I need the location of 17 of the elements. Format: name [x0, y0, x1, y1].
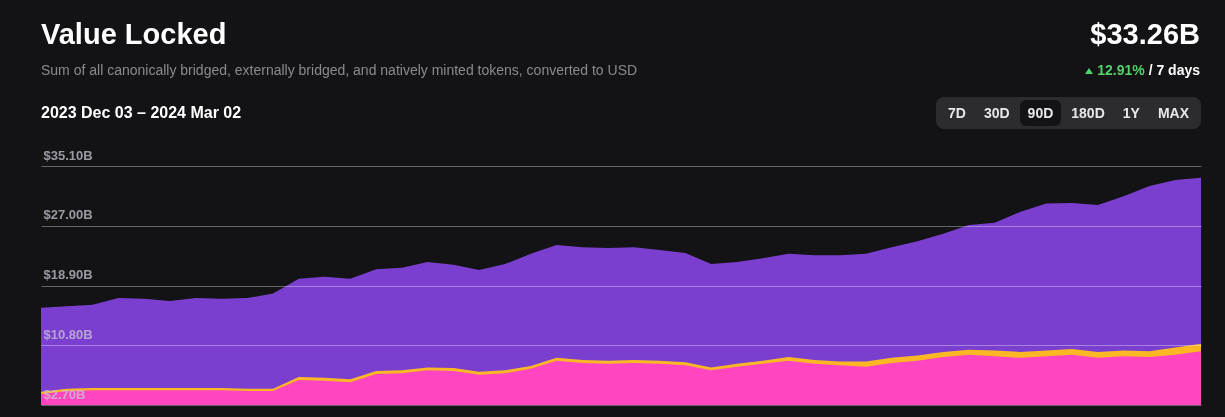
- chart-title: Value Locked: [41, 18, 227, 51]
- text: 12.91%: [1097, 62, 1145, 78]
- text: 2023 Dec 03 – 2024 Mar 02: [41, 104, 242, 122]
- text: 90D: [1019, 100, 1062, 126]
- y-tick-label: $35.10B: [43, 147, 93, 163]
- y-tick-label: $2.70B: [43, 386, 86, 402]
- text: 30D: [982, 104, 1011, 123]
- text: MAX: [1156, 104, 1190, 123]
- text: / 7 days: [1148, 62, 1200, 78]
- text: 180D: [1070, 104, 1106, 123]
- text: $33.26B: [1090, 18, 1200, 51]
- y-tick-label: $10.80B: [43, 326, 93, 342]
- chart-subtitle: Sum of all canonically bridged, externally bridged, and natively minted tokens, converted to USD: [41, 62, 638, 78]
- text: 7D: [947, 104, 967, 123]
- y-tick-label: $27.00B: [43, 207, 93, 223]
- text: 1Y: [1121, 104, 1141, 123]
- y-tick-label: $18.90B: [43, 267, 93, 282]
